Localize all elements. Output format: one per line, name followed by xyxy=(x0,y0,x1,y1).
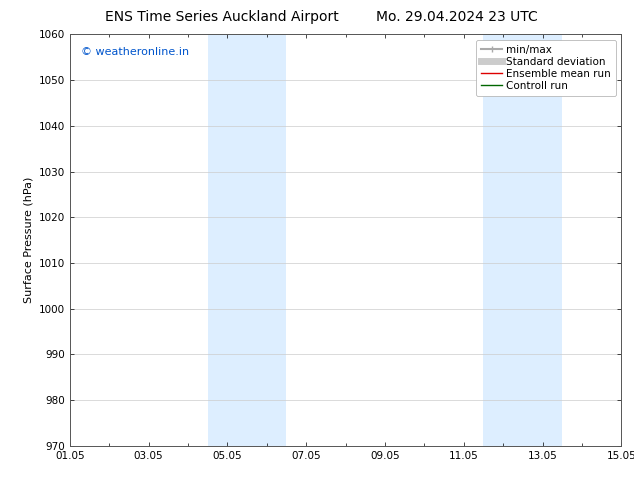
Legend: min/max, Standard deviation, Ensemble mean run, Controll run: min/max, Standard deviation, Ensemble me… xyxy=(476,40,616,96)
Text: Mo. 29.04.2024 23 UTC: Mo. 29.04.2024 23 UTC xyxy=(375,10,538,24)
Bar xyxy=(483,34,523,446)
Y-axis label: Surface Pressure (hPa): Surface Pressure (hPa) xyxy=(23,177,33,303)
Text: © weatheronline.in: © weatheronline.in xyxy=(81,47,189,57)
Bar xyxy=(247,34,287,446)
Bar xyxy=(523,34,562,446)
Bar xyxy=(207,34,247,446)
Text: ENS Time Series Auckland Airport: ENS Time Series Auckland Airport xyxy=(105,10,339,24)
